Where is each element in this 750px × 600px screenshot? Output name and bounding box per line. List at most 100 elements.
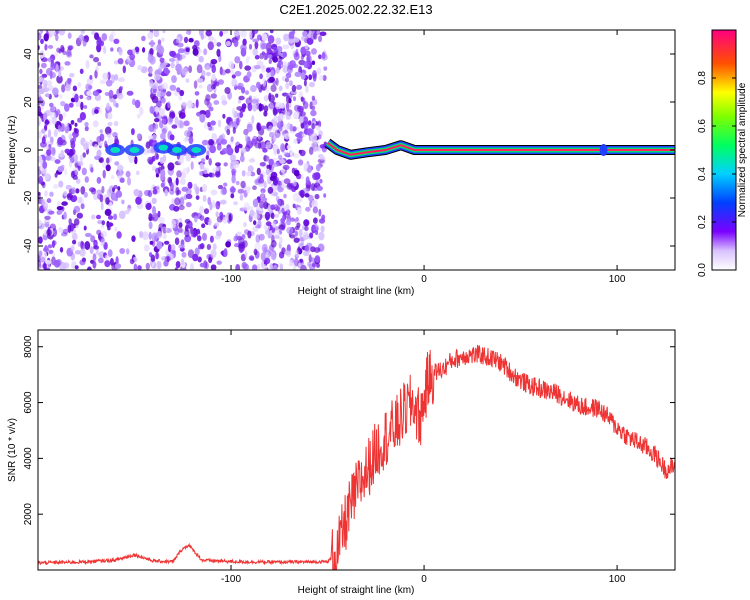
- spectrogram-cell: [284, 111, 291, 116]
- spectrogram-cell: [288, 31, 295, 41]
- spectrogram-cell: [182, 167, 189, 176]
- spectrogram-cell: [175, 261, 181, 269]
- spectrogram-cell: [83, 191, 88, 198]
- spectrogram-cell: [113, 213, 118, 220]
- spectrogram-cell: [58, 94, 63, 99]
- spectrogram-cell: [50, 136, 54, 146]
- spectrogram-cell: [209, 145, 217, 154]
- colorbar-tick-label: 0.6: [697, 119, 708, 133]
- spectrogram-cell: [260, 191, 265, 199]
- spectrogram-cell: [57, 166, 65, 173]
- spectrogram-cell: [202, 232, 207, 241]
- spectrogram-cell: [192, 48, 199, 56]
- spectrogram-cell: [285, 95, 291, 104]
- spectrogram-cell: [219, 211, 224, 218]
- spectrogram-cell: [58, 152, 65, 158]
- spectrogram-cell: [283, 151, 290, 157]
- spectrogram-cell: [286, 144, 292, 150]
- spectrogram-cell: [152, 82, 159, 90]
- spectrogram-cell: [38, 77, 43, 82]
- spectrogram-cell: [231, 174, 236, 184]
- spectrogram-cell: [108, 34, 114, 42]
- spectrogram-cell: [286, 159, 293, 165]
- spectrogram-cell: [175, 186, 180, 196]
- spectrogram-cell: [73, 218, 80, 226]
- spectrogram-cell: [247, 102, 253, 112]
- spectrogram-cell: [38, 236, 43, 244]
- spectrogram-cell: [51, 116, 57, 125]
- spectrogram-cell: [188, 184, 192, 189]
- spectrogram-cell: [49, 191, 54, 197]
- spectrogram-cell: [254, 54, 260, 60]
- spectrogram-cell: [259, 173, 264, 180]
- spectrogram-cell: [142, 231, 149, 241]
- spectrogram-cell: [38, 32, 42, 41]
- spectrogram-cell: [239, 194, 244, 201]
- spectrogram-cell: [72, 239, 77, 245]
- spectrogram-cell: [223, 162, 228, 167]
- spectrogram-cell: [243, 202, 250, 212]
- spectrogram-cell: [148, 221, 153, 230]
- spectrogram-cell: [171, 219, 177, 229]
- spectrogram-cell: [280, 143, 286, 153]
- spectrogram-cell: [117, 92, 124, 100]
- spectrogram-cell: [318, 35, 323, 43]
- spectrogram-cell: [63, 191, 68, 197]
- spectrogram-cell: [254, 41, 259, 50]
- spectrogram-cell: [115, 190, 123, 198]
- spectrogram-cell: [216, 230, 222, 237]
- spectrogram-cell: [285, 72, 292, 79]
- spectrogram-cell: [315, 164, 321, 172]
- spectrogram-cell: [272, 127, 278, 134]
- spectrogram-cell: [299, 116, 304, 124]
- spectrogram-cell: [85, 59, 90, 69]
- spectrogram-cell: [107, 136, 114, 145]
- spectrogram-cell: [74, 122, 78, 127]
- spectrogram-cell: [47, 44, 54, 49]
- spectrogram-cell: [152, 189, 158, 195]
- spectrogram-cell: [42, 161, 48, 169]
- spectrogram-cell: [127, 177, 131, 186]
- spectrogram-cell: [253, 65, 261, 70]
- spectrogram-cell: [201, 223, 206, 228]
- spectrogram-cell: [281, 184, 287, 189]
- spectrogram-cell: [74, 154, 78, 163]
- spectrogram-cell: [250, 84, 257, 93]
- spectrogram-cell: [149, 55, 156, 65]
- spectrogram-cell: [296, 136, 303, 143]
- spectrogram-cell: [203, 48, 208, 56]
- spectrogram-cell: [219, 199, 227, 205]
- colorbar-tick-label: 0.8: [697, 71, 708, 85]
- spectrogram-cell: [205, 65, 210, 71]
- spectrogram-cell: [256, 122, 262, 132]
- spectrogram-cell: [107, 249, 113, 257]
- spectrogram-cell: [243, 221, 247, 228]
- spectrogram-cell: [152, 205, 156, 215]
- spectrogram-cell: [135, 196, 142, 205]
- spectrogram-cell: [80, 186, 86, 195]
- spectrogram-cell: [240, 30, 247, 38]
- spectrogram-cell: [198, 55, 204, 63]
- spectrogram-cell: [311, 98, 317, 106]
- spectrogram-cell: [248, 158, 256, 163]
- spectrogram-cell: [279, 263, 284, 270]
- spectrogram-cell: [201, 139, 209, 146]
- spectrogram-cell: [253, 248, 258, 256]
- spectrogram-cell: [272, 185, 277, 193]
- spectrogram-cell: [198, 170, 203, 177]
- spectrogram-cell: [102, 72, 109, 81]
- spectrogram-cell: [276, 121, 283, 129]
- spectrogram-cell: [104, 140, 108, 148]
- spectrogram-cell: [58, 180, 64, 188]
- spectrogram-cell: [55, 33, 59, 42]
- spectrogram-cell: [264, 211, 271, 220]
- spectrogram-cell: [53, 184, 59, 189]
- spectrogram-cell: [161, 226, 168, 234]
- spectrogram-cell: [268, 125, 273, 131]
- spectrogram-cell: [319, 144, 326, 149]
- spectrogram-cell: [94, 109, 99, 114]
- snr-series: [38, 344, 675, 570]
- spectrogram-cell: [114, 263, 122, 269]
- spectrogram-cell: [48, 210, 55, 215]
- spectrogram-cell: [203, 208, 210, 215]
